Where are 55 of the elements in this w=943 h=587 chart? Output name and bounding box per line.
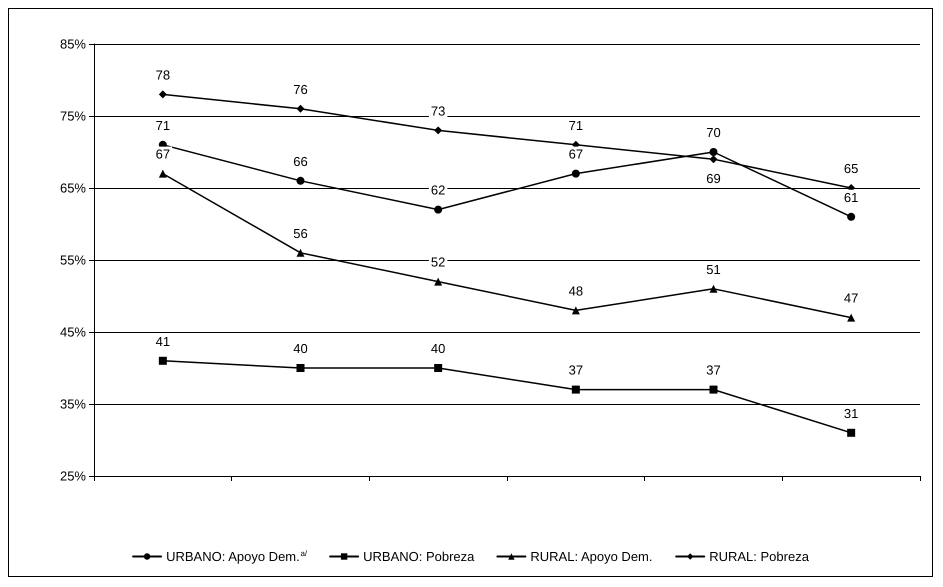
- point: [710, 148, 718, 156]
- point: [296, 364, 304, 372]
- data-label: 71: [568, 118, 584, 133]
- point: [158, 90, 167, 98]
- data-label: 47: [844, 290, 858, 306]
- data-label: 73: [430, 103, 446, 118]
- data-label: 69: [706, 171, 721, 186]
- point: [296, 248, 304, 257]
- point: [434, 364, 442, 372]
- data-label: 37: [568, 362, 584, 378]
- data-label: 37: [706, 362, 721, 378]
- data-label: 70: [706, 125, 721, 140]
- point: [158, 356, 167, 365]
- point: [296, 104, 304, 113]
- point: [847, 314, 856, 322]
- point: [572, 170, 580, 178]
- legend-label: URBANO: Pobreza: [363, 549, 476, 564]
- data-label: 67: [156, 146, 170, 162]
- point: [434, 126, 442, 134]
- data-label: 76: [293, 82, 308, 97]
- point: [710, 284, 718, 293]
- point: [434, 278, 442, 286]
- y-tick-label: 85%: [60, 36, 86, 52]
- data-label: 62: [430, 182, 446, 198]
- data-label: 40: [293, 341, 308, 356]
- y-tick-label: 45%: [60, 324, 86, 340]
- y-tick-label: 55%: [60, 252, 86, 268]
- data-label: 61: [844, 190, 858, 205]
- data-label: 40: [430, 341, 446, 356]
- point: [710, 155, 718, 164]
- y-tick-label: 35%: [60, 396, 86, 412]
- point: [158, 170, 167, 178]
- data-label: 78: [156, 67, 170, 82]
- data-label: 48: [568, 283, 584, 298]
- y-tick-label: 75%: [60, 108, 86, 124]
- point: [572, 386, 580, 394]
- legend-label: RURAL: Apoyo Dem.: [530, 549, 652, 564]
- y-tick-label: 25%: [60, 468, 86, 484]
- legend-label: RURAL: Pobreza: [709, 549, 810, 564]
- data-label: 41: [156, 334, 170, 349]
- data-label: 56: [293, 226, 308, 241]
- data-label: 67: [568, 146, 584, 162]
- y-tick-label: 65%: [60, 180, 86, 196]
- data-label: 65: [844, 161, 858, 176]
- data-label: 66: [293, 154, 308, 169]
- point: [434, 206, 442, 214]
- point: [296, 176, 304, 185]
- data-label: 52: [430, 254, 446, 270]
- data-label: 71: [156, 118, 170, 133]
- point: [847, 428, 856, 437]
- data-label: 51: [706, 262, 721, 277]
- data-label: 31: [844, 406, 858, 421]
- point: [710, 386, 718, 394]
- point: [572, 306, 580, 314]
- point: [847, 212, 856, 221]
